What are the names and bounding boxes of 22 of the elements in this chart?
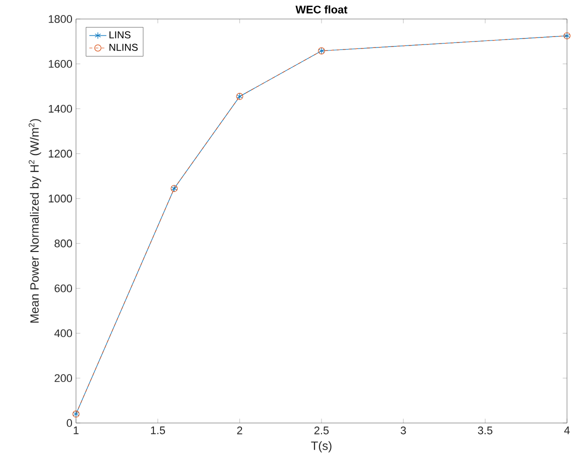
legend-label: LINS bbox=[110, 31, 130, 38]
x-tick-label: 2.5 bbox=[314, 426, 329, 434]
x-tick-label: 4 bbox=[564, 426, 570, 434]
x-axis-title: T(s) bbox=[311, 441, 332, 452]
x-tick-label: 3 bbox=[400, 426, 406, 434]
y-tick-label: 200 bbox=[54, 374, 72, 382]
y-tick-label: 1800 bbox=[48, 15, 72, 23]
y-tick-label: 600 bbox=[54, 284, 72, 292]
x-tick-label: 2 bbox=[237, 426, 242, 434]
y-tick-label: 1600 bbox=[48, 60, 72, 68]
y-tick-label: 0 bbox=[66, 419, 72, 427]
y-tick-label: 1400 bbox=[48, 104, 72, 113]
chart-title: WEC float bbox=[296, 5, 348, 14]
x-tick-label: 3.5 bbox=[478, 426, 492, 434]
legend-label: NLINS bbox=[110, 44, 138, 51]
y-tick-label: 1000 bbox=[48, 194, 72, 202]
x-tick-label: 1.5 bbox=[151, 426, 166, 434]
y-tick-label: 1200 bbox=[48, 150, 72, 158]
y-tick-label: 400 bbox=[54, 329, 72, 338]
y-axis-title: Mean Power Normalized by H$^{2}$ (W/m$^{2}$) bbox=[28, 119, 42, 323]
x-tick-label: 1 bbox=[74, 426, 79, 434]
y-tick-label: 800 bbox=[54, 240, 72, 248]
